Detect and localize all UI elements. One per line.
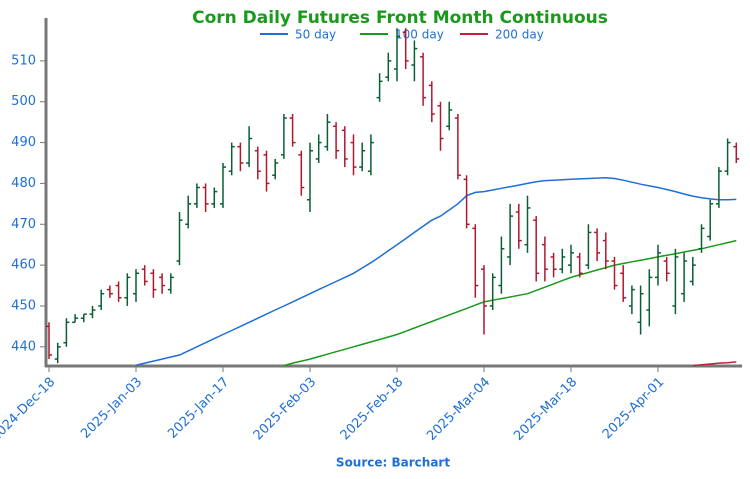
x-tick-label: 2025-Feb-03 bbox=[251, 375, 320, 444]
x-tick-label: 2025-Mar-18 bbox=[511, 375, 580, 444]
legend-label: 50 day bbox=[295, 28, 336, 42]
moving-average-line bbox=[283, 239, 737, 367]
y-tick-label: 510 bbox=[11, 53, 36, 68]
x-tick-label: 2024-Dec-18 bbox=[0, 375, 58, 445]
y-tick-label: 480 bbox=[11, 176, 36, 191]
y-tick-label: 440 bbox=[11, 339, 36, 354]
legend-label: 200 day bbox=[495, 28, 544, 42]
moving-average-line bbox=[692, 361, 737, 367]
x-tick-label: 2025-Jan-17 bbox=[165, 375, 232, 442]
x-tick-label: 2025-Apr-01 bbox=[600, 375, 667, 442]
moving-average-line bbox=[135, 176, 737, 366]
y-tick-label: 450 bbox=[11, 298, 36, 313]
y-tick-label: 500 bbox=[11, 94, 36, 109]
y-tick-label: 470 bbox=[11, 217, 36, 232]
x-tick-label: 2025-Mar-04 bbox=[424, 375, 493, 444]
legend-label: 100 day bbox=[395, 28, 444, 42]
x-tick-label: 2025-Jan-03 bbox=[78, 375, 145, 442]
chart-title: Corn Daily Futures Front Month Continuou… bbox=[192, 8, 608, 28]
source: Source: Barchart bbox=[336, 456, 450, 470]
y-tick-label: 460 bbox=[11, 258, 36, 273]
y-tick-label: 490 bbox=[11, 135, 36, 150]
x-tick-label: 2025-Feb-18 bbox=[338, 375, 407, 444]
